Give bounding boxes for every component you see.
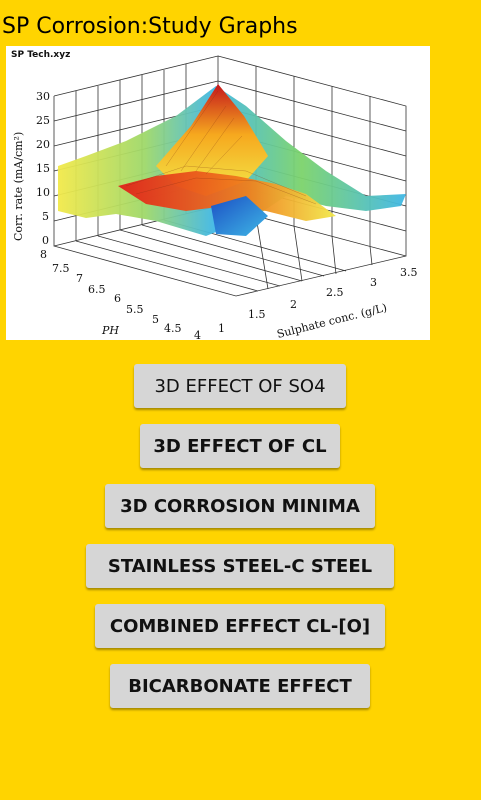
sulphate-tick-label: 1: [218, 322, 225, 335]
ph-tick-label: 5: [152, 313, 159, 326]
z-tick-label: 30: [36, 90, 50, 103]
z-tick-label: 15: [36, 162, 50, 175]
effect-of-cl-button[interactable]: 3D EFFECT OF CL: [140, 424, 340, 468]
sulphate-tick-label: 3.5: [400, 266, 418, 279]
z-tick-label: 0: [42, 234, 49, 247]
z-tick-label: 10: [36, 186, 50, 199]
z-axis-label: Corr. rate (mA/cm²): [12, 132, 25, 241]
ph-tick-label: 4: [194, 329, 201, 340]
stainless-vs-carbon-steel-button[interactable]: STAINLESS STEEL-C STEEL: [86, 544, 394, 588]
sulphate-tick-label: 2.5: [326, 286, 344, 299]
ph-tick-label: 6: [114, 292, 121, 305]
ph-tick-label: 6.5: [88, 283, 106, 296]
watermark-text: SP Tech.xyz: [11, 50, 70, 60]
z-tick-label: 20: [36, 138, 50, 151]
z-tick-label: 5: [42, 210, 49, 223]
surface-plot-graphic: SP Tech.xyz Corr. rate (mA/cm²) 30 25 20…: [11, 50, 418, 340]
sulphate-tick-label: 2: [290, 298, 297, 311]
ph-tick-label: 8: [40, 248, 47, 261]
sulphate-tick-label: 3: [370, 276, 377, 289]
z-tick-label: 25: [36, 114, 50, 127]
bicarbonate-effect-button[interactable]: BICARBONATE EFFECT: [110, 664, 370, 708]
corrosion-minima-button[interactable]: 3D CORROSION MINIMA: [105, 484, 375, 528]
effect-of-so4-button[interactable]: 3D EFFECT OF SO4: [134, 364, 346, 408]
ph-tick-label: 7: [76, 272, 83, 285]
ph-tick-label: 5.5: [126, 303, 144, 316]
ph-axis-label: PH: [101, 324, 119, 337]
app-title: SP Corrosion:Study Graphs: [2, 14, 298, 39]
combined-effect-cl-o-button[interactable]: COMBINED EFFECT CL-[O]: [95, 604, 385, 648]
corrosion-3d-surface-figure: SP Tech.xyz Corr. rate (mA/cm²) 30 25 20…: [6, 46, 430, 340]
ph-tick-label: 7.5: [52, 262, 70, 275]
sulphate-tick-label: 1.5: [248, 308, 266, 321]
ph-tick-label: 4.5: [164, 322, 182, 335]
